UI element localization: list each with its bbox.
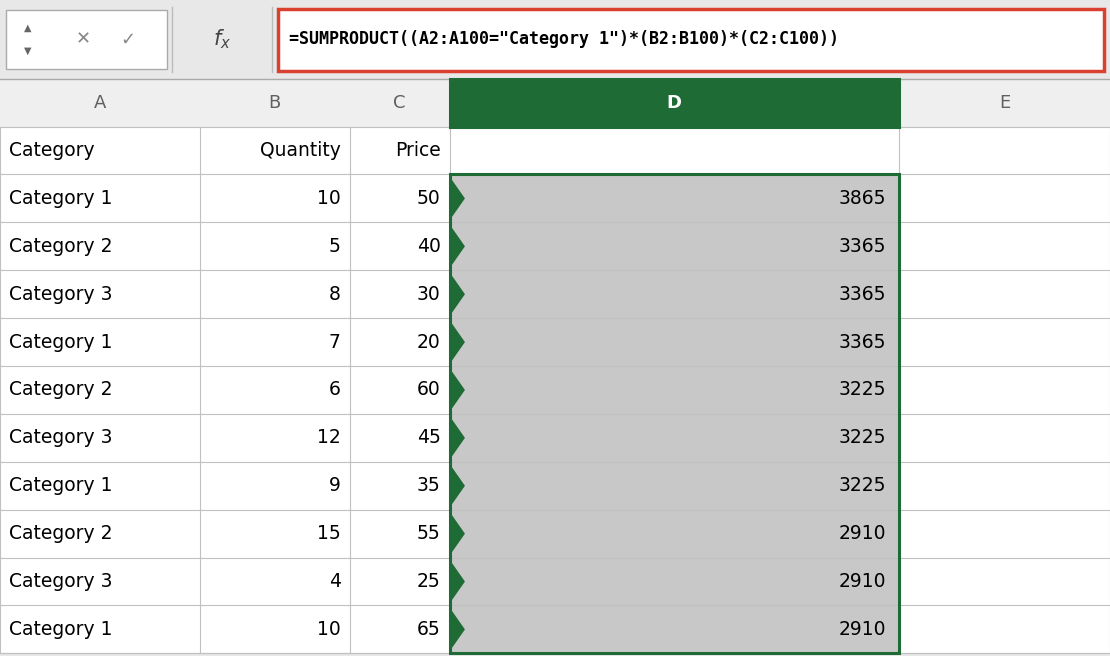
Text: =SUMPRODUCT((A2:A100="Category 1")*(B2:B100)*(C2:C100)): =SUMPRODUCT((A2:A100="Category 1")*(B2:B… [289, 30, 838, 49]
Text: 9: 9 [329, 476, 341, 495]
Text: 12: 12 [317, 428, 341, 447]
Bar [0, 0, 1110, 79]
Text: 3365: 3365 [838, 285, 886, 304]
Text: 3365: 3365 [838, 237, 886, 256]
Text: 30: 30 [417, 285, 441, 304]
Text: E: E [999, 94, 1010, 112]
Text: Price: Price [395, 141, 441, 160]
Text: 3865: 3865 [838, 189, 886, 208]
Text: ✕: ✕ [75, 30, 91, 49]
Text: 2910: 2910 [838, 524, 886, 543]
Text: Quantity: Quantity [260, 141, 341, 160]
Text: 3225: 3225 [838, 476, 886, 495]
Text: 2910: 2910 [838, 620, 886, 639]
Text: 3365: 3365 [838, 333, 886, 352]
Text: Category 1: Category 1 [9, 620, 112, 639]
Text: Category 3: Category 3 [9, 428, 112, 447]
Bar [0, 79, 1110, 127]
Text: 60: 60 [417, 380, 441, 400]
Polygon shape [450, 176, 465, 220]
Text: Category 3: Category 3 [9, 285, 112, 304]
Text: 35: 35 [417, 476, 441, 495]
Bar [450, 79, 899, 127]
Text: 25: 25 [417, 572, 441, 591]
Polygon shape [450, 464, 465, 508]
Bar [6, 10, 166, 69]
Text: 5: 5 [329, 237, 341, 256]
Text: $f_x$: $f_x$ [213, 28, 231, 51]
Text: 10: 10 [317, 620, 341, 639]
Bar [450, 174, 899, 653]
Text: 40: 40 [416, 237, 441, 256]
Text: Category 2: Category 2 [9, 237, 112, 256]
Text: ✓: ✓ [120, 30, 135, 49]
Polygon shape [450, 320, 465, 364]
Text: 6: 6 [329, 380, 341, 400]
Text: 2910: 2910 [838, 572, 886, 591]
Text: 7: 7 [329, 333, 341, 352]
Text: Category 1: Category 1 [9, 476, 112, 495]
Polygon shape [450, 512, 465, 556]
Polygon shape [450, 368, 465, 412]
Polygon shape [450, 224, 465, 268]
Bar [450, 79, 899, 127]
Text: 50: 50 [417, 189, 441, 208]
Bar [450, 174, 899, 653]
Text: 45: 45 [416, 428, 441, 447]
Text: 20: 20 [417, 333, 441, 352]
Text: 55: 55 [417, 524, 441, 543]
Polygon shape [450, 416, 465, 460]
Text: 65: 65 [417, 620, 441, 639]
Bar [278, 9, 1104, 71]
Text: 3225: 3225 [838, 428, 886, 447]
Bar [0, 127, 1110, 653]
Text: Category 2: Category 2 [9, 380, 112, 400]
Polygon shape [450, 272, 465, 316]
Text: Category 1: Category 1 [9, 333, 112, 352]
Text: C: C [393, 94, 406, 112]
Text: Category 2: Category 2 [9, 524, 112, 543]
Text: Category 3: Category 3 [9, 572, 112, 591]
Text: A: A [93, 94, 107, 112]
Text: Category 1: Category 1 [9, 189, 112, 208]
Text: D: D [667, 94, 682, 112]
Text: 10: 10 [317, 189, 341, 208]
Text: 15: 15 [317, 524, 341, 543]
Polygon shape [450, 607, 465, 651]
Text: Category: Category [9, 141, 94, 160]
Text: 8: 8 [329, 285, 341, 304]
Polygon shape [450, 560, 465, 604]
Text: ▼: ▼ [24, 46, 31, 56]
Text: ▲: ▲ [24, 22, 31, 33]
Text: 4: 4 [329, 572, 341, 591]
Text: B: B [269, 94, 281, 112]
Text: 3225: 3225 [838, 380, 886, 400]
